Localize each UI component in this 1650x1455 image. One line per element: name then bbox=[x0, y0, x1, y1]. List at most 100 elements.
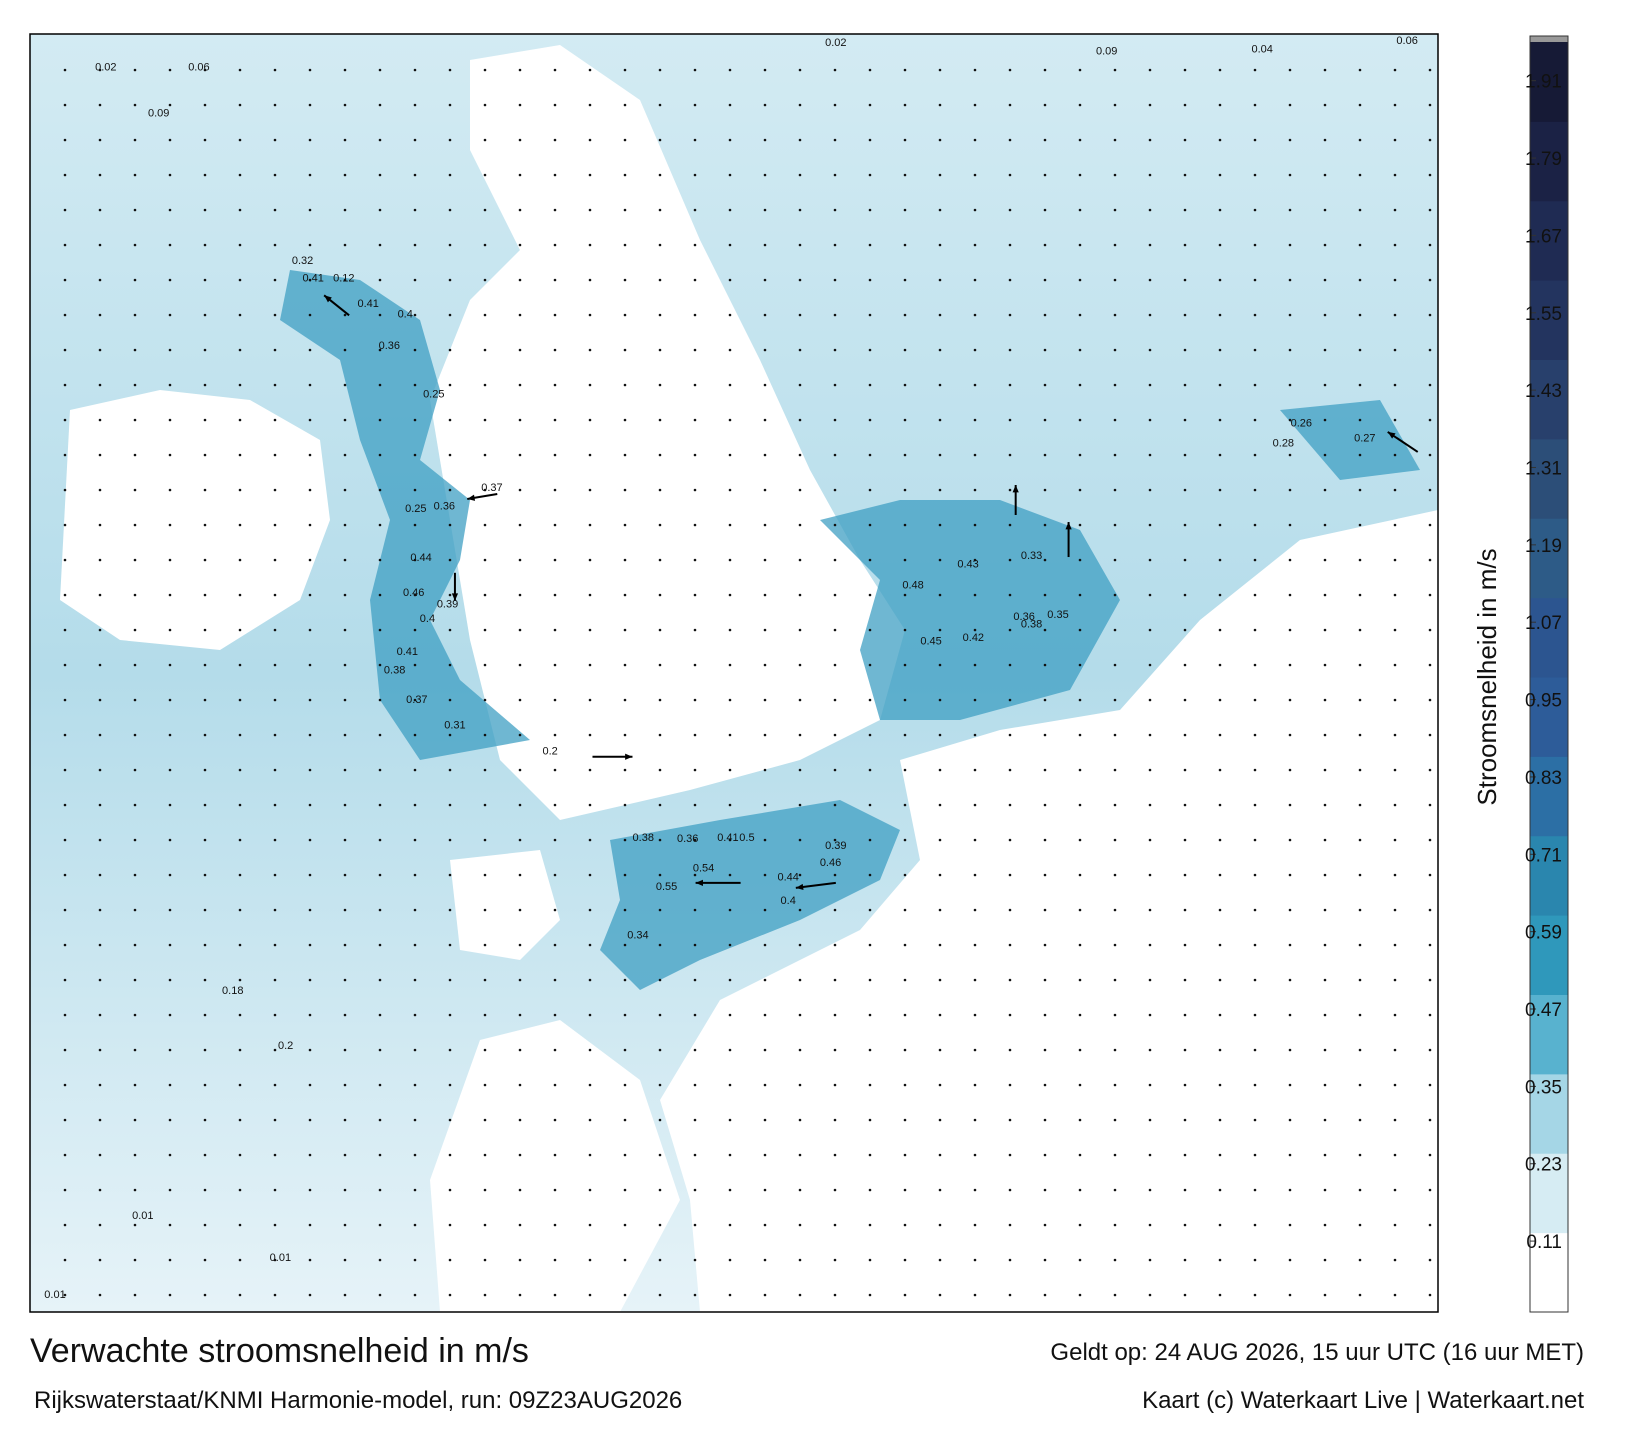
grid-dot bbox=[483, 1118, 487, 1122]
colorbar-tick-label: 0.23 bbox=[1525, 1155, 1562, 1176]
grid-dot bbox=[343, 173, 347, 177]
grid-dot bbox=[973, 593, 977, 597]
grid-dot bbox=[658, 558, 662, 562]
grid-dot bbox=[343, 1048, 347, 1052]
grid-dot bbox=[1148, 208, 1152, 212]
grid-dot bbox=[343, 628, 347, 632]
grid-dot bbox=[308, 383, 312, 387]
grid-dot bbox=[1043, 1153, 1047, 1157]
grid-dot bbox=[1078, 698, 1082, 702]
grid-dot bbox=[1008, 1293, 1012, 1297]
grid-dot bbox=[203, 873, 207, 877]
grid-dot bbox=[1043, 138, 1047, 142]
grid-dot bbox=[1078, 943, 1082, 947]
grid-dot bbox=[1008, 1118, 1012, 1122]
grid-dot bbox=[63, 173, 67, 177]
grid-dot bbox=[798, 1293, 802, 1297]
grid-dot bbox=[1218, 663, 1222, 667]
grid-dot bbox=[203, 348, 207, 352]
grid-dot bbox=[378, 628, 382, 632]
grid-dot bbox=[1008, 1223, 1012, 1227]
grid-dot bbox=[63, 908, 67, 912]
grid-dot bbox=[1218, 803, 1222, 807]
grid-dot bbox=[63, 628, 67, 632]
grid-dot bbox=[1428, 1048, 1432, 1052]
grid-dot bbox=[63, 488, 67, 492]
grid-dot bbox=[798, 663, 802, 667]
grid-dot bbox=[1253, 593, 1257, 597]
grid-dot bbox=[903, 208, 907, 212]
grid-dot bbox=[483, 383, 487, 387]
grid-dot bbox=[1148, 348, 1152, 352]
grid-dot bbox=[1323, 1083, 1327, 1087]
grid-dot bbox=[343, 873, 347, 877]
grid-dot bbox=[1148, 1083, 1152, 1087]
flow-arrowhead bbox=[451, 593, 459, 601]
grid-dot bbox=[903, 313, 907, 317]
grid-dot bbox=[1358, 1258, 1362, 1262]
grid-dot bbox=[1008, 803, 1012, 807]
grid-dot bbox=[763, 1118, 767, 1122]
grid-dot bbox=[1008, 313, 1012, 317]
grid-dot bbox=[938, 138, 942, 142]
grid-dot bbox=[693, 593, 697, 597]
grid-dot bbox=[483, 1293, 487, 1297]
grid-dot bbox=[973, 488, 977, 492]
grid-dot bbox=[658, 313, 662, 317]
grid-dot bbox=[1148, 173, 1152, 177]
grid-dot bbox=[448, 488, 452, 492]
grid-dot bbox=[378, 1188, 382, 1192]
grid-dot bbox=[903, 1188, 907, 1192]
grid-dot bbox=[1323, 243, 1327, 247]
grid-dot bbox=[798, 68, 802, 72]
speed-label: 0.18 bbox=[222, 985, 243, 997]
grid-dot bbox=[938, 1083, 942, 1087]
grid-dot bbox=[63, 453, 67, 457]
grid-dot bbox=[1043, 523, 1047, 527]
grid-dot bbox=[868, 243, 872, 247]
grid-dot bbox=[973, 1048, 977, 1052]
grid-dot bbox=[938, 523, 942, 527]
grid-dot bbox=[798, 1013, 802, 1017]
grid-dot bbox=[308, 663, 312, 667]
grid-dot bbox=[903, 138, 907, 142]
grid-dot bbox=[308, 453, 312, 457]
grid-dot bbox=[238, 243, 242, 247]
grid-dot bbox=[1148, 663, 1152, 667]
grid-dot bbox=[938, 768, 942, 772]
grid-dot bbox=[343, 733, 347, 737]
grid-dot bbox=[1218, 1118, 1222, 1122]
grid-dot bbox=[903, 558, 907, 562]
grid-dot bbox=[693, 453, 697, 457]
grid-dot bbox=[238, 278, 242, 282]
grid-dot bbox=[308, 208, 312, 212]
grid-dot bbox=[623, 348, 627, 352]
grid-dot bbox=[448, 663, 452, 667]
grid-dot bbox=[1008, 628, 1012, 632]
grid-dot bbox=[833, 383, 837, 387]
grid-dot bbox=[798, 1223, 802, 1227]
grid-dot bbox=[938, 1118, 942, 1122]
colorbar-band bbox=[1530, 1153, 1568, 1234]
grid-dot bbox=[1323, 593, 1327, 597]
grid-dot bbox=[1253, 1153, 1257, 1157]
speed-label: 0.39 bbox=[437, 598, 458, 610]
grid-dot bbox=[763, 1153, 767, 1157]
grid-dot bbox=[273, 663, 277, 667]
grid-dot bbox=[413, 453, 417, 457]
grid-dot bbox=[973, 208, 977, 212]
grid-dot bbox=[448, 908, 452, 912]
grid-dot bbox=[168, 173, 172, 177]
grid-dot bbox=[273, 1223, 277, 1227]
colorbar-tick-label: 1.55 bbox=[1525, 304, 1562, 325]
grid-dot bbox=[588, 663, 592, 667]
grid-dot bbox=[1078, 663, 1082, 667]
grid-dot bbox=[1148, 1223, 1152, 1227]
grid-dot bbox=[1113, 348, 1117, 352]
grid-dot bbox=[763, 208, 767, 212]
grid-dot bbox=[1288, 558, 1292, 562]
grid-dot bbox=[133, 1188, 137, 1192]
grid-dot bbox=[1078, 873, 1082, 877]
grid-dot bbox=[658, 418, 662, 422]
grid-dot bbox=[378, 558, 382, 562]
